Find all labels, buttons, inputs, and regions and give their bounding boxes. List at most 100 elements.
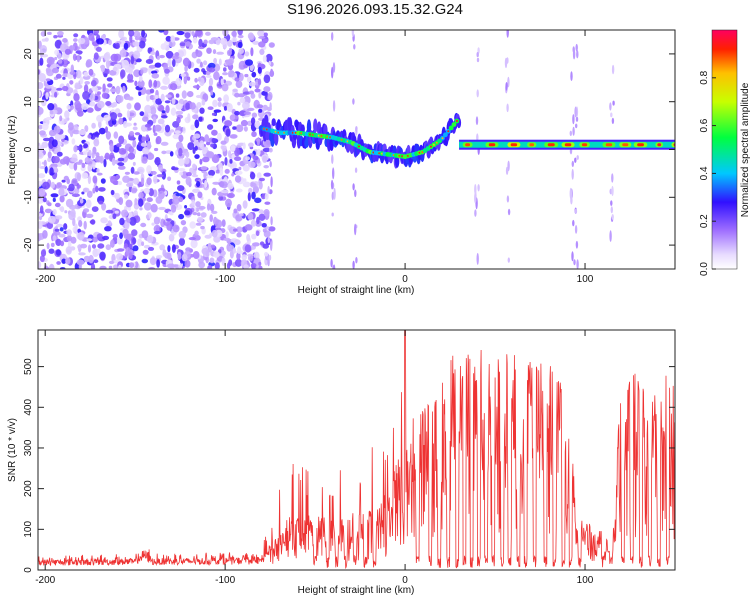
spectrogram-ytick-label: 20 bbox=[23, 48, 34, 60]
streak-blob bbox=[269, 102, 272, 111]
snr-xlabel: Height of straight line (km) bbox=[298, 585, 415, 596]
noise-blob bbox=[221, 83, 229, 92]
noise-blob bbox=[172, 224, 180, 233]
noise-blob bbox=[178, 158, 185, 167]
noise-blob bbox=[209, 257, 215, 264]
noise-blob bbox=[47, 31, 52, 35]
noise-blob bbox=[109, 69, 117, 76]
noise-blob bbox=[98, 187, 106, 192]
track-peak bbox=[346, 140, 349, 143]
noise-blob bbox=[156, 259, 161, 268]
noise-blob bbox=[38, 160, 42, 169]
noise-blob bbox=[252, 242, 260, 247]
noise-blob bbox=[55, 223, 64, 228]
noise-blob bbox=[132, 41, 140, 47]
noise-blob bbox=[95, 152, 100, 158]
spectrogram-ytick-label: 0 bbox=[23, 146, 34, 152]
noise-blob bbox=[38, 151, 44, 159]
noise-blob bbox=[177, 185, 185, 192]
noise-blob bbox=[45, 92, 49, 100]
noise-blob bbox=[120, 69, 126, 78]
noise-blob bbox=[145, 134, 150, 142]
noise-blob bbox=[104, 53, 111, 62]
tone-peak bbox=[488, 143, 496, 147]
noise-blob bbox=[200, 212, 207, 218]
noise-blob bbox=[87, 244, 92, 253]
noise-blob bbox=[225, 231, 229, 239]
streak-blob bbox=[269, 160, 272, 168]
noise-blob bbox=[39, 205, 44, 214]
noise-blob bbox=[128, 262, 135, 268]
track-core bbox=[448, 125, 454, 131]
noise-blob bbox=[110, 53, 119, 62]
noise-blob bbox=[229, 226, 237, 235]
noise-blob bbox=[38, 180, 42, 187]
noise-blob bbox=[203, 39, 208, 45]
noise-blob bbox=[109, 143, 114, 153]
streak-blob bbox=[331, 32, 334, 41]
noise-blob bbox=[248, 187, 253, 194]
snr-ytick-label: 400 bbox=[23, 399, 34, 416]
noise-blob bbox=[178, 230, 186, 239]
noise-blob bbox=[141, 156, 148, 164]
noise-blob bbox=[197, 191, 203, 199]
streak-blob bbox=[610, 112, 613, 118]
track-peak bbox=[340, 138, 343, 141]
noise-blob bbox=[72, 129, 81, 135]
noise-blob bbox=[157, 118, 165, 125]
snr-ytick-label: 500 bbox=[23, 358, 34, 375]
streak-blob bbox=[609, 230, 612, 242]
noise-blob bbox=[252, 185, 259, 194]
noise-blob bbox=[184, 259, 191, 268]
noise-blob bbox=[74, 82, 80, 90]
snr-panel: -200 -100 0 100 0 100 200 300 400 500 Height of s… bbox=[7, 329, 676, 596]
track-peak bbox=[430, 145, 432, 148]
snr-ytick-label: 0 bbox=[23, 567, 34, 573]
noise-blob bbox=[127, 152, 136, 160]
colorbar-tick-label: 0.6 bbox=[699, 118, 710, 132]
noise-blob bbox=[221, 145, 227, 152]
noise-blob bbox=[203, 171, 208, 180]
streak-blob bbox=[575, 43, 578, 52]
noise-blob bbox=[250, 93, 256, 99]
streak-blob bbox=[354, 189, 357, 198]
streak-blob bbox=[609, 102, 612, 111]
noise-blob bbox=[128, 146, 134, 154]
streak-blob bbox=[474, 184, 477, 195]
track-peak bbox=[274, 130, 277, 133]
streak-blob bbox=[572, 219, 575, 227]
track-peak bbox=[378, 152, 381, 155]
noise-blob bbox=[108, 39, 112, 46]
noise-blob bbox=[68, 45, 75, 51]
track-halo bbox=[313, 118, 318, 134]
noise-blob bbox=[134, 80, 138, 87]
noise-blob bbox=[48, 248, 55, 254]
noise-blob bbox=[128, 30, 135, 37]
noise-blob bbox=[52, 197, 56, 202]
noise-blob bbox=[156, 255, 163, 259]
noise-blob bbox=[88, 32, 95, 41]
noise-blob bbox=[200, 225, 205, 230]
noise-blob bbox=[118, 30, 125, 39]
noise-blob bbox=[73, 33, 79, 38]
noise-blob bbox=[118, 165, 126, 170]
noise-blob bbox=[82, 150, 88, 156]
noise-blob bbox=[138, 91, 142, 97]
noise-blob bbox=[38, 106, 44, 115]
noise-blob bbox=[164, 68, 170, 74]
noise-blob bbox=[170, 107, 177, 116]
noise-blob bbox=[125, 96, 134, 101]
streak-blob bbox=[572, 49, 576, 60]
noise-blob bbox=[48, 215, 56, 224]
noise-blob bbox=[78, 252, 86, 256]
noise-blob bbox=[83, 255, 91, 263]
noise-blob bbox=[263, 139, 272, 149]
snr-xtick-label: -100 bbox=[215, 575, 235, 586]
noise-blob bbox=[158, 30, 165, 33]
noise-blob bbox=[180, 73, 187, 77]
snr-ticks: -200 -100 0 100 0 100 200 300 400 500 bbox=[23, 330, 675, 586]
noise-blob bbox=[250, 182, 257, 188]
noise-blob bbox=[205, 74, 212, 78]
noise-blob bbox=[53, 109, 58, 115]
noise-blob bbox=[243, 111, 251, 116]
